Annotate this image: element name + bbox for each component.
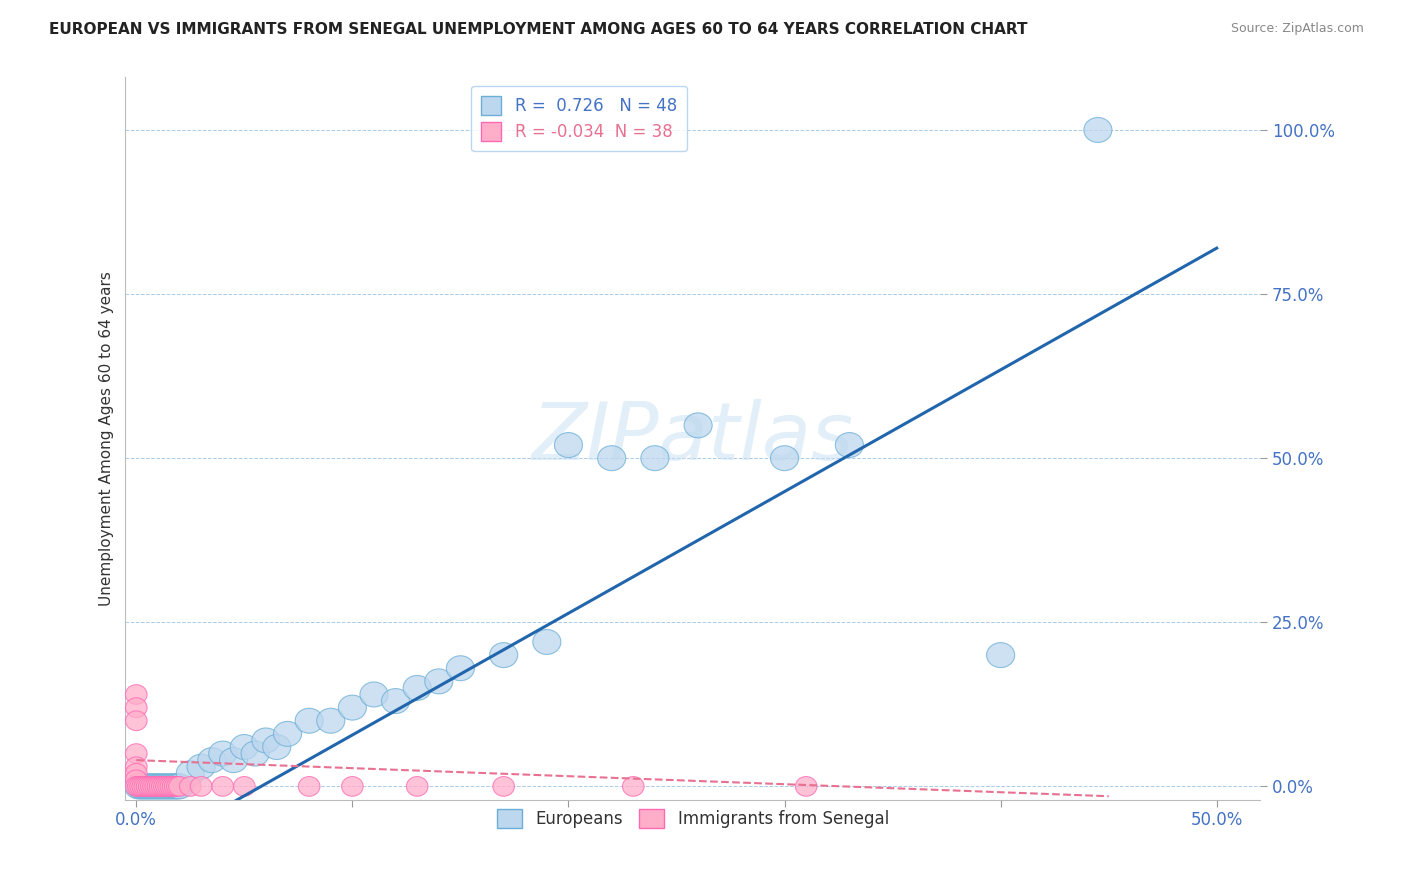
Ellipse shape (554, 433, 582, 458)
Ellipse shape (233, 777, 254, 797)
Ellipse shape (176, 761, 204, 786)
Ellipse shape (494, 777, 515, 797)
Ellipse shape (623, 777, 644, 797)
Ellipse shape (132, 777, 153, 797)
Ellipse shape (152, 774, 180, 799)
Ellipse shape (138, 774, 166, 799)
Ellipse shape (180, 777, 201, 797)
Ellipse shape (125, 744, 148, 764)
Ellipse shape (125, 685, 148, 705)
Ellipse shape (165, 777, 186, 797)
Ellipse shape (156, 777, 177, 797)
Ellipse shape (1084, 118, 1112, 143)
Ellipse shape (162, 774, 190, 799)
Ellipse shape (342, 777, 363, 797)
Ellipse shape (489, 642, 517, 667)
Ellipse shape (142, 774, 170, 799)
Ellipse shape (212, 777, 233, 797)
Ellipse shape (339, 695, 367, 720)
Ellipse shape (124, 774, 152, 799)
Ellipse shape (160, 777, 181, 797)
Ellipse shape (240, 741, 269, 766)
Ellipse shape (298, 777, 321, 797)
Ellipse shape (125, 770, 148, 789)
Ellipse shape (134, 777, 156, 797)
Legend: Europeans, Immigrants from Senegal: Europeans, Immigrants from Senegal (489, 802, 896, 835)
Ellipse shape (187, 755, 215, 780)
Ellipse shape (198, 747, 226, 772)
Ellipse shape (987, 642, 1015, 667)
Text: ZIPatlas: ZIPatlas (531, 400, 853, 477)
Ellipse shape (263, 734, 291, 759)
Ellipse shape (125, 777, 148, 797)
Ellipse shape (166, 777, 188, 797)
Ellipse shape (131, 774, 159, 799)
Ellipse shape (316, 708, 344, 733)
Ellipse shape (295, 708, 323, 733)
Ellipse shape (162, 777, 184, 797)
Ellipse shape (143, 777, 165, 797)
Ellipse shape (125, 711, 148, 731)
Ellipse shape (139, 774, 167, 799)
Ellipse shape (533, 630, 561, 655)
Ellipse shape (134, 774, 162, 799)
Ellipse shape (425, 669, 453, 694)
Ellipse shape (125, 756, 148, 777)
Ellipse shape (153, 777, 176, 797)
Ellipse shape (157, 777, 180, 797)
Ellipse shape (125, 764, 148, 783)
Ellipse shape (129, 777, 152, 797)
Ellipse shape (141, 777, 162, 797)
Ellipse shape (169, 777, 190, 797)
Ellipse shape (231, 734, 259, 759)
Ellipse shape (166, 774, 194, 799)
Ellipse shape (190, 777, 212, 797)
Ellipse shape (770, 446, 799, 471)
Ellipse shape (127, 774, 155, 799)
Ellipse shape (128, 777, 149, 797)
Ellipse shape (148, 774, 176, 799)
Ellipse shape (406, 777, 427, 797)
Ellipse shape (381, 689, 409, 714)
Ellipse shape (129, 774, 157, 799)
Ellipse shape (136, 777, 157, 797)
Ellipse shape (135, 774, 163, 799)
Ellipse shape (274, 722, 301, 747)
Ellipse shape (219, 747, 247, 772)
Ellipse shape (146, 774, 174, 799)
Text: EUROPEAN VS IMMIGRANTS FROM SENEGAL UNEMPLOYMENT AMONG AGES 60 TO 64 YEARS CORRE: EUROPEAN VS IMMIGRANTS FROM SENEGAL UNEM… (49, 22, 1028, 37)
Ellipse shape (155, 774, 183, 799)
Text: Source: ZipAtlas.com: Source: ZipAtlas.com (1230, 22, 1364, 36)
Ellipse shape (148, 777, 169, 797)
Ellipse shape (145, 777, 166, 797)
Ellipse shape (404, 675, 432, 700)
Ellipse shape (208, 741, 236, 766)
Ellipse shape (252, 728, 280, 753)
Ellipse shape (159, 774, 187, 799)
Ellipse shape (138, 777, 160, 797)
Ellipse shape (152, 777, 173, 797)
Ellipse shape (125, 698, 148, 717)
Ellipse shape (360, 682, 388, 707)
Ellipse shape (796, 777, 817, 797)
Ellipse shape (641, 446, 669, 471)
Ellipse shape (157, 774, 186, 799)
Ellipse shape (143, 774, 172, 799)
Ellipse shape (150, 774, 179, 799)
Ellipse shape (163, 774, 191, 799)
Ellipse shape (149, 777, 172, 797)
Y-axis label: Unemployment Among Ages 60 to 64 years: Unemployment Among Ages 60 to 64 years (100, 271, 114, 606)
Ellipse shape (446, 656, 474, 681)
Ellipse shape (598, 446, 626, 471)
Ellipse shape (835, 433, 863, 458)
Ellipse shape (685, 413, 713, 438)
